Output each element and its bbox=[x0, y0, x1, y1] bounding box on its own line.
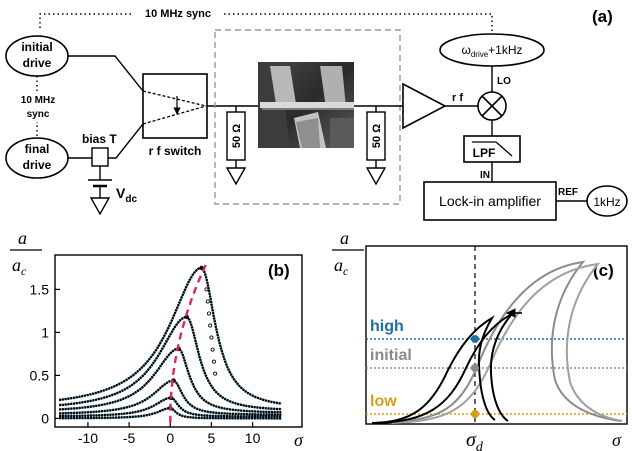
amplifier bbox=[402, 82, 447, 130]
sync-mid-line2: sync bbox=[27, 109, 50, 120]
data-point bbox=[213, 371, 218, 376]
lo-source-ellipse bbox=[439, 33, 545, 67]
x-tick-label: 10 bbox=[245, 430, 261, 446]
y-tick-label: 0.5 bbox=[30, 367, 50, 383]
panel-c-frame bbox=[365, 245, 628, 425]
x-tick-label: 5 bbox=[208, 430, 216, 446]
rf-switch-box bbox=[142, 73, 208, 139]
resistor-left-label: 50 Ω bbox=[231, 124, 243, 148]
marker-initial bbox=[471, 364, 479, 372]
data-curve bbox=[58, 266, 282, 405]
panel-a: (a) 10 MHz sync initial drive 10 MHz syn… bbox=[5, 6, 628, 221]
panel-a-label: (a) bbox=[592, 7, 613, 26]
ground-left bbox=[225, 167, 247, 186]
sync-top-label: 10 MHz sync bbox=[145, 8, 211, 20]
ground-right bbox=[365, 167, 387, 186]
svg-text:ac: ac bbox=[12, 255, 27, 278]
x-tick-label: -5 bbox=[123, 430, 136, 446]
bias-t-label: bias T bbox=[82, 132, 117, 146]
panel-b-ylabel: a ac bbox=[10, 228, 42, 278]
data-point bbox=[209, 335, 214, 340]
response-gray-2 bbox=[391, 262, 623, 424]
y-tick-label: 0 bbox=[41, 410, 49, 426]
y-tick-label: 1.5 bbox=[30, 281, 50, 297]
data-curve bbox=[58, 315, 282, 411]
final-drive-line2: drive bbox=[23, 158, 52, 172]
initial-drive-line1: initial bbox=[21, 40, 52, 54]
x-tick-label: -10 bbox=[78, 430, 98, 446]
ground-bias bbox=[89, 197, 111, 216]
in-port-label: IN bbox=[480, 170, 490, 181]
panel-b-data-curves bbox=[58, 265, 282, 420]
svg-text:a: a bbox=[18, 228, 27, 248]
lpf-box bbox=[463, 135, 521, 163]
svg-text:a: a bbox=[340, 228, 349, 248]
data-point bbox=[205, 299, 210, 304]
data-curve bbox=[59, 379, 282, 416]
sem-image bbox=[258, 62, 354, 148]
lo-port-label: LO bbox=[497, 76, 511, 87]
device-box bbox=[214, 29, 401, 205]
resistor-right-label: 50 Ω bbox=[371, 124, 383, 148]
data-curve bbox=[59, 347, 282, 414]
marker-low bbox=[471, 410, 479, 418]
lockin-box bbox=[423, 181, 557, 221]
panel-c-xlabel: σ bbox=[612, 430, 622, 450]
panel-b: a ac (b) σ -10 -5 0 5 10 0 0.5 1 1.5 bbox=[10, 228, 304, 450]
data-curve bbox=[59, 396, 282, 418]
lockin-label: Lock-in amplifier bbox=[439, 193, 541, 209]
response-black-1 bbox=[371, 315, 496, 424]
rf-switch-label: r f switch bbox=[149, 144, 202, 158]
sync-mid-line1: 10 MHz bbox=[21, 95, 55, 106]
ref-port-label: REF bbox=[558, 187, 578, 198]
sync-line-top bbox=[39, 13, 493, 40]
data-point bbox=[204, 287, 209, 292]
panel-c: a ac (c) high initial low σd σ bbox=[332, 228, 628, 451]
panel-b-xlabel: σ bbox=[294, 430, 304, 450]
backbone-curve bbox=[169, 263, 208, 423]
data-point bbox=[210, 347, 215, 352]
lpf-label: LPF bbox=[473, 146, 496, 160]
level-initial-label: initial bbox=[370, 347, 412, 364]
panel-c-xlabel-d: σd bbox=[466, 429, 484, 451]
initial-drive-line2: drive bbox=[23, 56, 52, 70]
ref-source-label: 1kHz bbox=[593, 195, 620, 209]
lo-source-label: ωdrive+1kHz bbox=[461, 43, 522, 59]
level-low-label: low bbox=[370, 393, 397, 410]
data-point bbox=[211, 359, 216, 364]
data-point bbox=[208, 323, 213, 328]
panel-b-label: (b) bbox=[268, 261, 290, 280]
x-tick-label: 0 bbox=[166, 430, 174, 446]
level-high-label: high bbox=[370, 318, 404, 335]
response-gray-1 bbox=[387, 260, 621, 423]
bias-t-box bbox=[91, 147, 109, 167]
panel-c-label: (c) bbox=[593, 261, 614, 280]
vdc-label: Vdc bbox=[116, 185, 137, 205]
rf-port-label: r f bbox=[452, 92, 463, 104]
svg-text:ac: ac bbox=[334, 255, 349, 278]
panel-b-ticks: -10 -5 0 5 10 0 0.5 1 1.5 bbox=[30, 281, 261, 446]
panel-b-backbone bbox=[169, 263, 208, 423]
y-tick-label: 1 bbox=[41, 324, 49, 340]
panel-c-ylabel: a ac bbox=[332, 228, 364, 278]
marker-high bbox=[471, 335, 479, 343]
ref-source-ellipse bbox=[586, 185, 628, 217]
panel-b-frame bbox=[54, 254, 303, 428]
final-drive-line1: final bbox=[25, 142, 50, 156]
data-point bbox=[206, 311, 211, 316]
